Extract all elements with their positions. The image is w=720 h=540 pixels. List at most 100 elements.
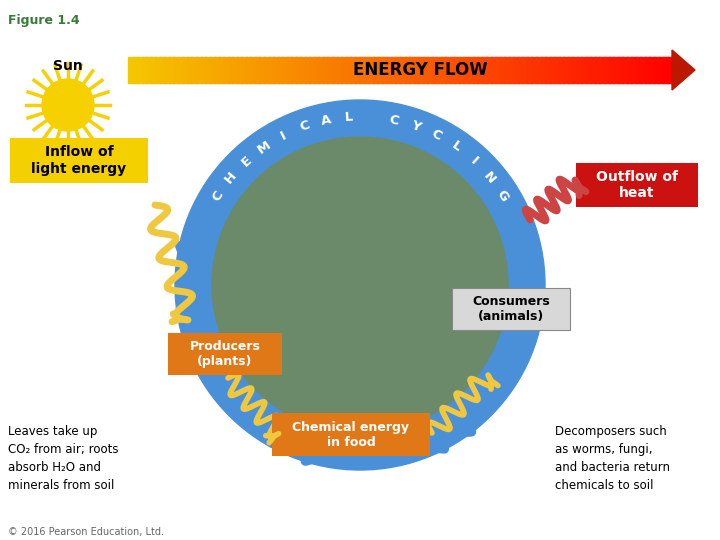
Bar [368,57,374,83]
Bar [500,57,505,83]
Bar [559,57,564,83]
Circle shape [175,100,545,470]
Bar [278,57,283,83]
Bar [259,57,265,83]
Bar [196,57,202,83]
Text: C: C [210,188,225,204]
Text: N: N [481,169,498,186]
Bar [364,57,369,83]
FancyBboxPatch shape [576,163,698,207]
Bar [577,57,582,83]
Bar [446,57,451,83]
Text: Inflow of
light energy: Inflow of light energy [32,145,127,176]
Text: Sun: Sun [53,59,83,73]
Bar [187,57,192,83]
Text: M: M [255,138,274,156]
FancyBboxPatch shape [168,333,282,375]
FancyBboxPatch shape [10,138,148,183]
Text: A: A [320,113,333,128]
Bar [210,57,215,83]
Bar [590,57,596,83]
Bar [618,57,623,83]
Bar [233,57,238,83]
Bar [178,57,184,83]
Bar [201,57,206,83]
Bar [336,57,342,83]
Text: G: G [494,188,511,204]
Bar [667,57,673,83]
Bar [541,57,546,83]
Bar [205,57,210,83]
Bar [464,57,469,83]
Bar [341,57,346,83]
Bar [150,57,156,83]
Bar [523,57,528,83]
Bar [405,57,410,83]
Bar [622,57,628,83]
Bar [527,57,533,83]
Bar [359,57,365,83]
Bar [568,57,573,83]
Bar [300,57,306,83]
Bar [400,57,405,83]
Bar [413,57,419,83]
Bar [509,57,514,83]
Bar [377,57,383,83]
Bar [223,57,229,83]
Bar [581,57,587,83]
Bar [472,57,478,83]
Bar [128,57,133,83]
Bar [323,57,328,83]
Bar [255,57,261,83]
Bar [531,57,537,83]
Bar [296,57,301,83]
Circle shape [212,137,508,433]
Bar [273,57,279,83]
Bar [441,57,446,83]
Text: I: I [467,155,480,167]
Bar [160,57,166,83]
Text: Leaves take up
CO₂ from air; roots
absorb H₂O and
minerals from soil: Leaves take up CO₂ from air; roots absor… [8,425,119,492]
Bar [314,57,320,83]
Bar [395,57,401,83]
Bar [518,57,523,83]
Bar [174,57,179,83]
Bar [237,57,243,83]
Circle shape [42,79,94,131]
Bar [409,57,415,83]
Text: Figure 1.4: Figure 1.4 [8,14,80,27]
Bar [600,57,605,83]
Bar [604,57,610,83]
Bar [459,57,464,83]
Bar [328,57,333,83]
Bar [554,57,559,83]
Bar [382,57,387,83]
Text: H: H [222,169,239,186]
Bar [490,57,496,83]
Bar [649,57,655,83]
Bar [355,57,360,83]
Text: C: C [388,113,400,128]
Bar [182,57,188,83]
Bar [142,57,147,83]
Text: L: L [344,111,354,124]
Bar [450,57,456,83]
Bar [432,57,437,83]
Bar [423,57,428,83]
Text: Decomposers such
as worms, fungi,
and bacteria return
chemicals to soil: Decomposers such as worms, fungi, and ba… [555,425,670,492]
Bar [264,57,269,83]
Bar [387,57,392,83]
Text: E: E [238,153,254,169]
Bar [282,57,288,83]
Bar [436,57,442,83]
Bar [241,57,247,83]
Bar [536,57,541,83]
Bar [192,57,197,83]
Bar [663,57,668,83]
Bar [563,57,569,83]
Bar [251,57,256,83]
Bar [427,57,433,83]
Bar [168,57,174,83]
Text: Outflow of
heat: Outflow of heat [596,170,678,200]
FancyBboxPatch shape [452,288,570,330]
